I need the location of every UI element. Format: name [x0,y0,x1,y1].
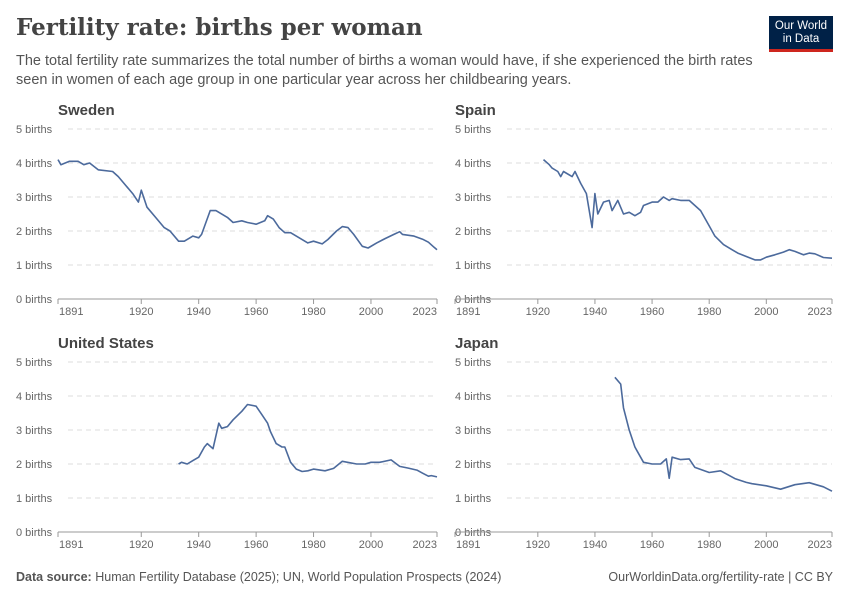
owid-logo[interactable]: Our World in Data [769,16,833,52]
x-tick-label: 2023 [413,306,437,318]
y-tick-label: 4 births [455,158,492,170]
y-tick-label: 1 births [16,493,53,505]
x-tick-label: 1920 [129,539,153,551]
panel-united-states: United States 0 births 1 births 2 births 3 b… [16,335,438,551]
chart-title: Fertility rate: births per woman [16,14,423,41]
y-tick-label: 1 births [455,260,492,272]
y-tick-label: 5 births [16,124,53,136]
x-tick-label: 1980 [697,306,721,318]
x-tick-label: 1891 [456,539,480,551]
y-tick-label: 3 births [455,192,492,204]
x-tick-label: 1940 [186,539,210,551]
y-tick-label: 5 births [455,357,492,369]
x-tick-label: 2023 [808,306,832,318]
x-tick-label: 1891 [59,306,83,318]
panel-title: Spain [455,102,496,119]
y-tick-label: 3 births [455,425,492,437]
series-line [614,376,833,492]
y-tick-label: 2 births [16,226,53,238]
y-tick-label: 4 births [16,391,53,403]
x-tick-label: 2023 [413,539,437,551]
y-tick-label: 1 births [455,493,492,505]
x-tick-label: 1980 [301,539,325,551]
x-tick-label: 1960 [640,306,664,318]
x-tick-label: 2000 [754,306,778,318]
y-tick-label: 2 births [16,459,53,471]
x-tick-label: 1891 [59,539,83,551]
x-tick-label: 1940 [583,539,607,551]
x-tick-label: 1940 [186,306,210,318]
y-tick-label: 4 births [16,158,53,170]
y-tick-label: 3 births [16,425,53,437]
x-tick-label: 1960 [640,539,664,551]
x-tick-label: 2000 [754,539,778,551]
panel-spain: Spain 0 births 1 births 2 births 3 births 4 b… [454,102,833,318]
y-tick-label: 0 births [16,294,53,306]
y-tick-label: 3 births [16,192,53,204]
x-tick-label: 2000 [359,306,383,318]
source-label: Data source: [16,570,92,584]
panel-title: Japan [455,335,498,352]
x-tick-label: 1980 [301,306,325,318]
x-tick-label: 1980 [697,539,721,551]
y-tick-label: 0 births [455,294,492,306]
series-line [57,159,438,251]
y-tick-label: 1 births [16,260,53,272]
source-text: Human Fertility Database (2025); UN, Wor… [95,570,502,584]
x-tick-label: 1891 [456,306,480,318]
source-url-link[interactable]: OurWorldinData.org/fertility-rate | CC B… [608,570,833,584]
y-tick-label: 5 births [16,357,53,369]
x-tick-label: 1920 [526,306,550,318]
panel-japan: Japan 0 births 1 births 2 births 3 births 4 b… [454,335,833,551]
chart-subtitle: The total fertility rate summarizes the … [16,53,753,88]
data-source: Data source: Human Fertility Database (2… [16,570,501,584]
y-tick-label: 2 births [455,226,492,238]
panel-title: Sweden [58,102,115,119]
x-tick-label: 1960 [244,539,268,551]
y-tick-label: 5 births [455,124,492,136]
y-tick-label: 0 births [455,527,492,539]
x-tick-label: 1940 [583,306,607,318]
x-tick-label: 1920 [129,306,153,318]
series-line [178,403,438,478]
x-tick-label: 2023 [808,539,832,551]
panel-title: United States [58,335,154,352]
y-tick-label: 2 births [455,459,492,471]
x-tick-label: 2000 [359,539,383,551]
x-tick-label: 1960 [244,306,268,318]
x-tick-label: 1920 [526,539,550,551]
panel-sweden: Sweden 0 births 1 births 2 births 3 births 4 … [16,102,438,318]
y-tick-label: 0 births [16,527,53,539]
y-tick-label: 4 births [455,391,492,403]
series-line [542,158,833,261]
